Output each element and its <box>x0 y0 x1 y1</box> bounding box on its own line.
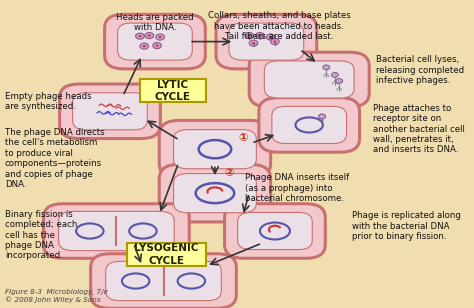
Text: Empty phage heads
are synthesized.: Empty phage heads are synthesized. <box>5 91 91 111</box>
Circle shape <box>156 34 164 40</box>
Circle shape <box>255 33 264 38</box>
Circle shape <box>269 36 273 38</box>
Circle shape <box>331 72 338 77</box>
FancyBboxPatch shape <box>59 211 174 251</box>
Text: ②: ② <box>224 168 233 178</box>
FancyBboxPatch shape <box>249 52 369 107</box>
FancyBboxPatch shape <box>118 23 192 60</box>
Circle shape <box>155 44 159 47</box>
FancyBboxPatch shape <box>264 61 354 98</box>
Circle shape <box>143 45 146 47</box>
Text: LYSOGENIC
CYCLE: LYSOGENIC CYCLE <box>134 243 199 266</box>
Circle shape <box>249 40 258 46</box>
FancyBboxPatch shape <box>44 204 189 258</box>
Circle shape <box>138 35 142 37</box>
Text: ①: ① <box>238 133 247 143</box>
FancyBboxPatch shape <box>127 243 206 266</box>
FancyBboxPatch shape <box>216 14 317 69</box>
Circle shape <box>258 34 262 37</box>
FancyBboxPatch shape <box>60 84 160 139</box>
FancyBboxPatch shape <box>105 14 205 69</box>
Text: Collars, sheaths, and base plates
have been attached to heads.
Tail fibers are a: Collars, sheaths, and base plates have b… <box>208 11 351 41</box>
Text: LYTIC
CYCLE: LYTIC CYCLE <box>155 80 191 102</box>
Circle shape <box>323 65 330 70</box>
FancyBboxPatch shape <box>272 106 346 144</box>
FancyBboxPatch shape <box>140 79 206 102</box>
FancyBboxPatch shape <box>73 93 147 130</box>
Text: Bacterial cell lyses,
releasing completed
infective phages.: Bacterial cell lyses, releasing complete… <box>375 55 464 85</box>
Circle shape <box>140 43 148 49</box>
Text: Heads are packed
with DNA.: Heads are packed with DNA. <box>116 13 194 32</box>
Text: Binary fission is
completed; each
cell has the
phage DNA
incorporated.: Binary fission is completed; each cell h… <box>5 210 77 260</box>
FancyBboxPatch shape <box>259 98 360 152</box>
Text: Phage attaches to
receptor site on
another bacterial cell
wall, penetrates it,
a: Phage attaches to receptor site on anoth… <box>374 104 465 154</box>
FancyBboxPatch shape <box>173 173 256 213</box>
Circle shape <box>336 79 343 83</box>
Text: Figure 8-3  Microbiology, 7/e
© 2008 John Wiley & Sons: Figure 8-3 Microbiology, 7/e © 2008 John… <box>5 289 108 303</box>
Circle shape <box>252 42 255 44</box>
FancyBboxPatch shape <box>225 204 325 258</box>
Circle shape <box>271 38 279 45</box>
Text: The phage DNA directs
the cell's metabolism
to produce viral
components—proteins: The phage DNA directs the cell's metabol… <box>5 128 105 189</box>
Circle shape <box>145 33 154 38</box>
Circle shape <box>136 33 144 39</box>
Circle shape <box>266 34 275 40</box>
Circle shape <box>148 34 151 37</box>
Circle shape <box>247 34 251 37</box>
Text: Phage is replicated along
with the bacterial DNA
prior to binary fission.: Phage is replicated along with the bacte… <box>352 211 461 241</box>
FancyBboxPatch shape <box>173 130 256 169</box>
Circle shape <box>273 40 277 43</box>
Circle shape <box>245 33 254 38</box>
FancyBboxPatch shape <box>229 23 304 60</box>
Circle shape <box>153 43 161 49</box>
FancyBboxPatch shape <box>159 120 271 178</box>
Text: Phage DNA inserts itself
(as a prophage) into
bacterial chromosome.: Phage DNA inserts itself (as a prophage)… <box>245 173 349 203</box>
FancyBboxPatch shape <box>91 254 237 308</box>
FancyBboxPatch shape <box>237 213 312 249</box>
FancyBboxPatch shape <box>159 164 271 222</box>
FancyBboxPatch shape <box>106 261 221 301</box>
Circle shape <box>158 36 162 38</box>
Circle shape <box>319 114 326 119</box>
